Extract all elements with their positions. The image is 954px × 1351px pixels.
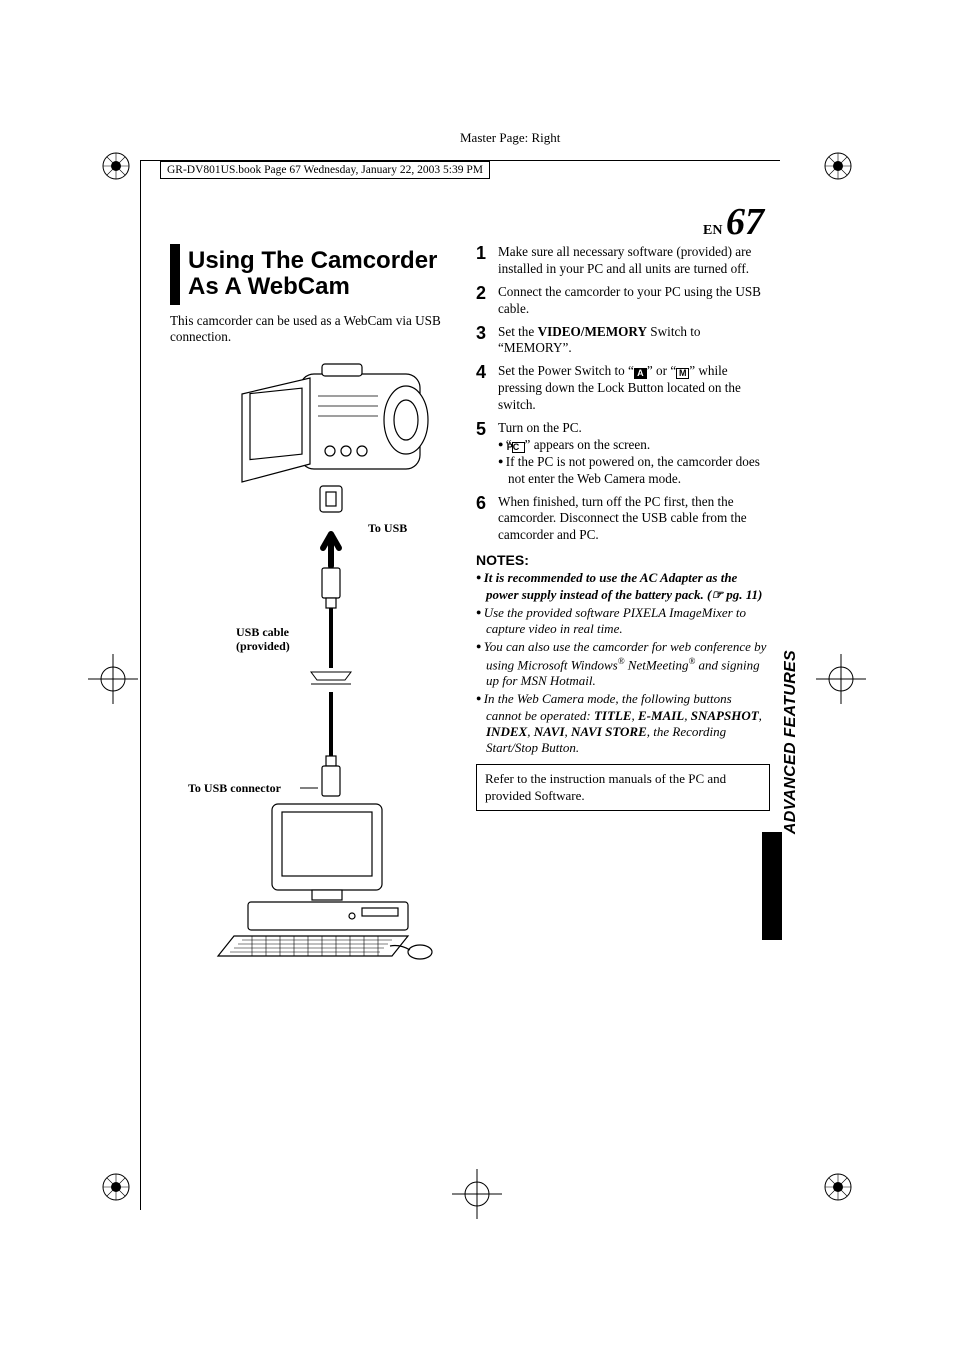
step-body: Make sure all necessary software (provid… (498, 244, 770, 278)
page-num-value: 67 (726, 201, 764, 243)
book-header-box: GR-DV801US.book Page 67 Wednesday, Janua… (160, 161, 490, 179)
reg-cross-icon (816, 654, 866, 704)
notes-list: It is recommended to use the AC Adapter … (476, 570, 770, 756)
reg-star-icon (824, 152, 852, 180)
left-column: Using The Camcorder As A WebCam This cam… (170, 244, 452, 971)
reg-cross-icon (88, 654, 138, 704)
label-to-usb: To USB (368, 521, 407, 535)
step-sub: “PC” appears on the screen. (508, 437, 770, 454)
step-body: When finished, turn off the PC first, th… (498, 494, 770, 545)
master-page-label: Master Page: Right (460, 130, 560, 146)
page: Master Page: Right GR-DV801US.book Page … (0, 0, 954, 1351)
notes-heading: NOTES: (476, 552, 770, 568)
step: 6When finished, turn off the PC first, t… (476, 494, 770, 545)
intro-text: This camcorder can be used as a WebCam v… (170, 313, 452, 346)
refer-box: Refer to the instruction manuals of the … (476, 764, 770, 811)
step-number: 6 (476, 494, 490, 545)
step-body: Connect the camcorder to your PC using t… (498, 284, 770, 318)
connection-diagram: To USB USB cable (provided) (170, 356, 452, 971)
frame-line (140, 160, 141, 1210)
step: 1Make sure all necessary software (provi… (476, 244, 770, 278)
section-title: Using The Camcorder As A WebCam (188, 248, 452, 301)
step: 4Set the Power Switch to “A” or “M” whil… (476, 363, 770, 414)
step-number: 2 (476, 284, 490, 318)
reg-star-icon (102, 1173, 130, 1201)
note-item: It is recommended to use the AC Adapter … (486, 570, 770, 603)
steps-list: 1Make sure all necessary software (provi… (476, 244, 770, 544)
reg-star-icon (824, 1173, 852, 1201)
note-item: You can also use the camcorder for web c… (486, 639, 770, 689)
step: 2Connect the camcorder to your PC using … (476, 284, 770, 318)
step-number: 3 (476, 324, 490, 358)
step: 3Set the VIDEO/MEMORY Switch to “MEMORY”… (476, 324, 770, 358)
step-number: 5 (476, 420, 490, 488)
note-item: In the Web Camera mode, the following bu… (486, 691, 770, 756)
page-en-label: EN (703, 223, 722, 238)
step-number: 4 (476, 363, 490, 414)
section-title-wrap: Using The Camcorder As A WebCam (170, 244, 452, 305)
svg-text:To USB connector: To USB connector (188, 781, 282, 795)
step-body: Set the VIDEO/MEMORY Switch to “MEMORY”. (498, 324, 770, 358)
note-item: Use the provided software PIXELA ImageMi… (486, 605, 770, 638)
svg-text:USB cable: USB cable (236, 625, 290, 639)
side-tab-label: ADVANCED FEATURES (782, 650, 800, 834)
step: 5Turn on the PC.“PC” appears on the scre… (476, 420, 770, 488)
content-area: Using The Camcorder As A WebCam This cam… (170, 244, 770, 971)
page-number: EN 67 (703, 200, 764, 244)
reg-cross-icon (452, 1169, 502, 1219)
step-sub: If the PC is not powered on, the camcord… (508, 454, 770, 488)
step-number: 1 (476, 244, 490, 278)
right-column: 1Make sure all necessary software (provi… (476, 244, 770, 971)
svg-text:(provided): (provided) (236, 639, 290, 653)
step-body: Turn on the PC.“PC” appears on the scree… (498, 420, 770, 488)
reg-star-icon (102, 152, 130, 180)
step-body: Set the Power Switch to “A” or “M” while… (498, 363, 770, 414)
